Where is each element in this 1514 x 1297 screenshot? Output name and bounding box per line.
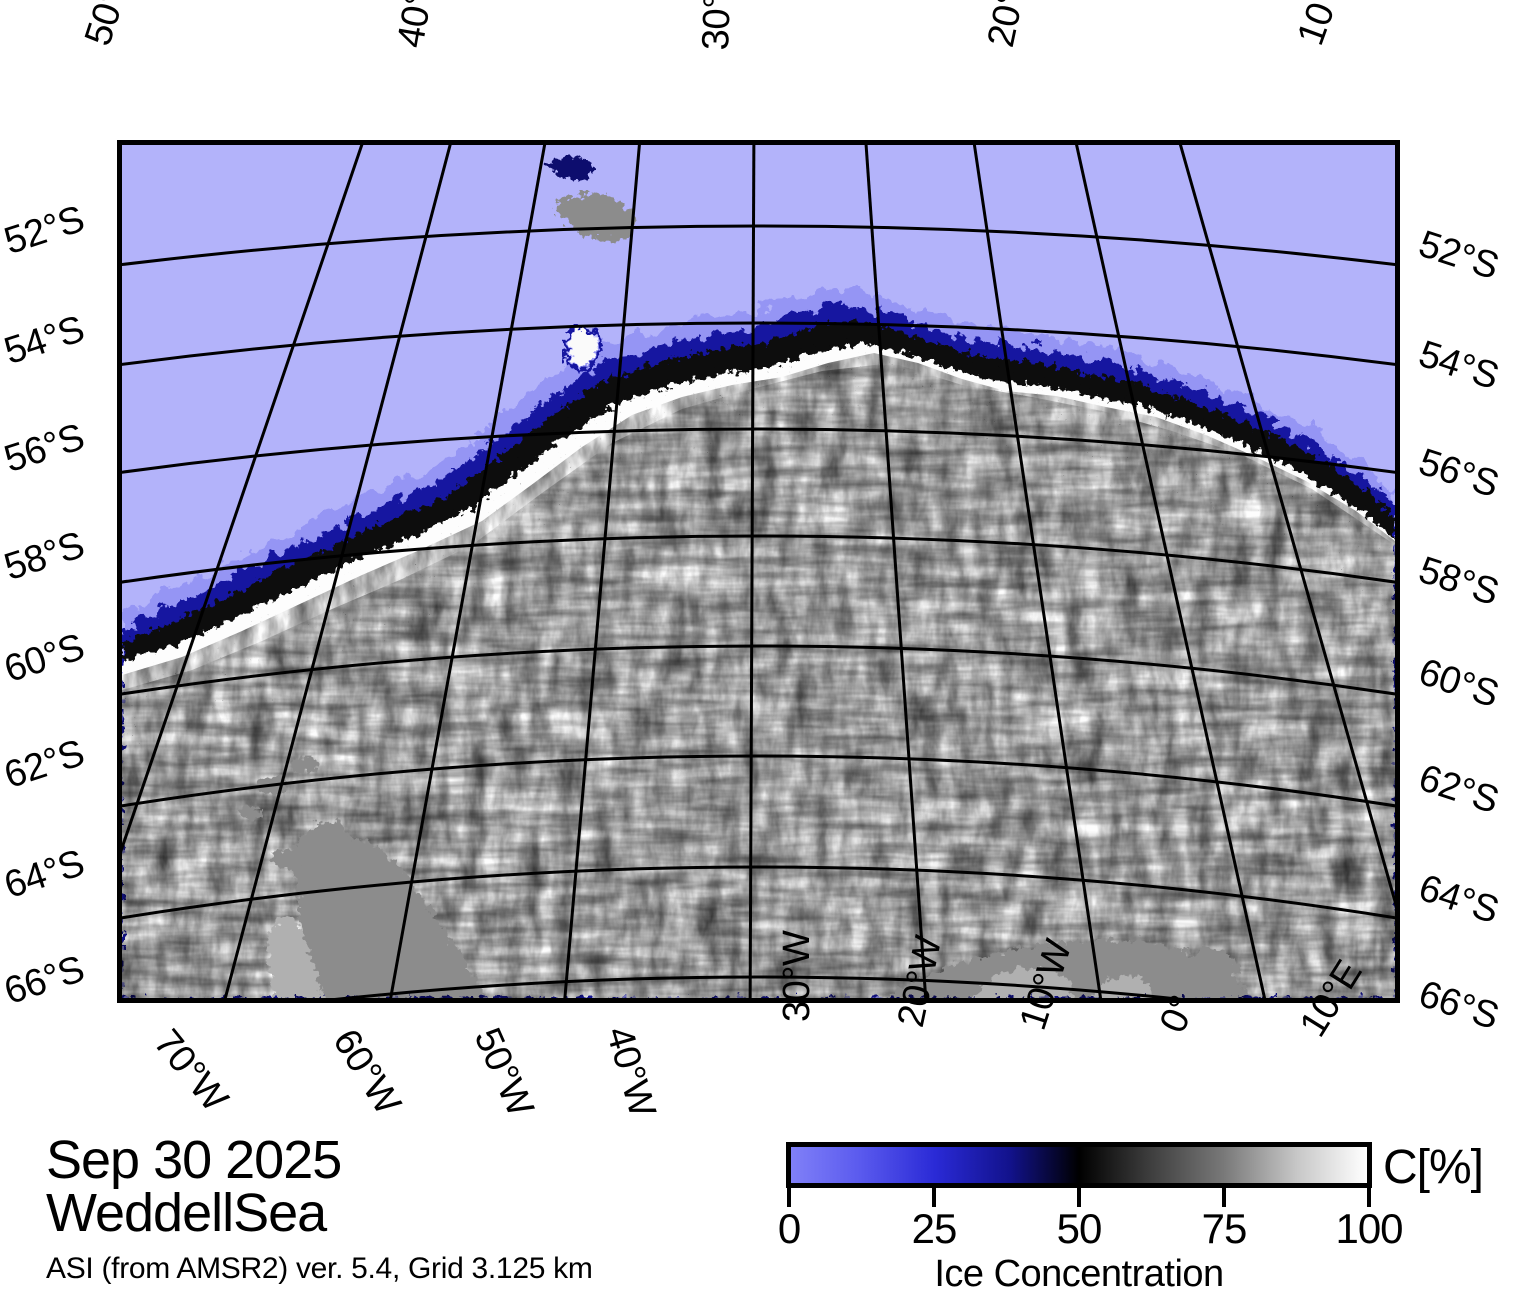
colorbar-unit-label: C[%] [1383,1141,1484,1194]
colorbar-tick-50 [1077,1188,1081,1207]
right-lat-label-54s: 54°S [1413,333,1504,398]
region-label: WeddellSea [46,1183,327,1243]
left-lat-label-54s: 54°S [0,308,90,373]
right-lat-label-66s: 66°S [1413,973,1504,1038]
right-lat-label-52s: 52°S [1413,223,1504,288]
colorbar-tick-100 [1367,1188,1371,1207]
left-lat-label-58s: 58°S [0,524,90,589]
top-lon-label-20w: 20°W [979,0,1041,51]
colorbar [786,1142,1372,1188]
left-lat-label-56s: 56°S [0,416,90,481]
date-label: Sep 30 2025 [46,1130,342,1190]
top-lon-label-40w: 40°W [389,0,447,51]
left-lat-label-52s: 52°S [0,198,90,263]
map-canvas [122,145,1395,998]
right-lat-label-64s: 64°S [1413,867,1504,932]
colorbar-title: Ice Concentration [934,1253,1224,1295]
offshore-islands [239,757,342,869]
bottom-lon-label-60w: 60°W [324,1022,409,1122]
top-lon-label-10w: 10°W [1289,0,1361,51]
graticule [122,145,1395,998]
colorbar-tick-25 [932,1188,936,1207]
colorbar-tick-75 [1222,1188,1226,1207]
map-panel [117,140,1400,1003]
right-lat-label-56s: 56°S [1413,441,1504,506]
left-lat-label-62s: 62°S [0,732,90,797]
colorbar-tick-label-100: 100 [1335,1205,1403,1252]
top-lon-label-30w: 30°W [695,0,741,51]
colorbar-tick-0 [787,1188,791,1207]
colorbar-tickmarks [786,1188,1372,1208]
colorbar-tick-label-25: 25 [911,1205,958,1252]
land-peninsula-body [268,835,466,998]
graticule-meridians [122,145,1395,998]
graticule-parallels [122,224,1395,998]
right-lat-label-60s: 60°S [1413,651,1504,716]
bottom-lon-label-30w: 30°W [776,930,818,1022]
colorbar-tick-label-75: 75 [1201,1205,1248,1252]
left-lat-label-64s: 64°S [0,842,90,907]
bottom-lon-label-50w: 50°W [465,1022,542,1123]
right-lat-label-58s: 58°S [1413,549,1504,614]
left-lat-label-66s: 66°S [0,948,90,1013]
top-lon-label-50w: 50°W [77,0,146,51]
colorbar-tick-label-0: 0 [777,1205,801,1252]
bottom-lon-label-40w: 40°W [597,1022,664,1122]
bottom-lon-label-70w: 70°W [145,1022,236,1120]
island-south-georgia [546,156,635,374]
left-lat-label-60s: 60°S [0,626,90,691]
source-label: ASI (from AMSR2) ver. 5.4, Grid 3.125 km [46,1252,593,1285]
colorbar-tick-label-50: 50 [1056,1205,1103,1252]
right-lat-label-62s: 62°S [1413,757,1504,822]
colorbar-gradient [791,1147,1367,1183]
